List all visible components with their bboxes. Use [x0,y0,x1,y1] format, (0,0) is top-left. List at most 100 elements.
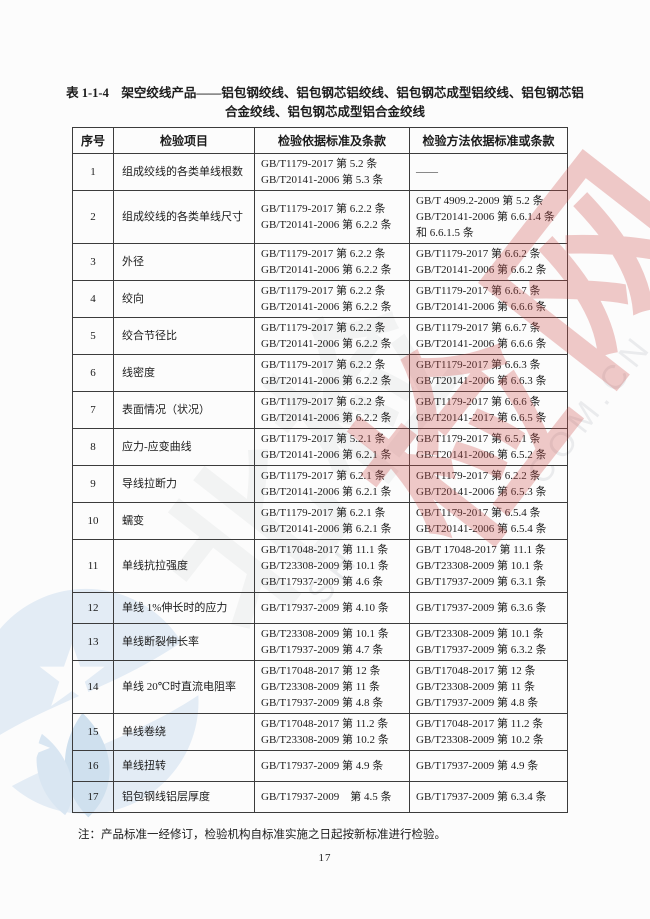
table-row: 10 蠕变 GB/T1179-2017 第 6.2.1 条 GB/T20141-200… [72,502,568,540]
cell-line: GB/T17048-2017 第 11.2 条 [416,718,544,730]
cell-serial-no: 17 [72,781,114,813]
cell-serial-no: 10 [72,502,114,540]
cell-line: 6 [90,367,96,379]
cell-serial-no: 15 [72,713,114,751]
cell-serial-no: 7 [72,391,114,429]
cell-line: GB/T1179-2017 第 6.2.1 条 [261,507,386,519]
cell-line: GB/T17937-2009 第 6.3.2 条 [416,644,547,656]
cell-basis-standard: GB/T1179-2017 第 6.2.1 条 GB/T20141-2006 第 … [254,502,410,540]
cell-line: 线密度 [122,367,155,379]
cell-line: GB/T20141-2006 第 6.5.2 条 [416,449,547,461]
table-row: 3 外径 GB/T1179-2017 第 6.2.2 条 GB/T20141-2006… [72,243,568,281]
cell-basis-standard: GB/T1179-2017 第 6.2.2 条 GB/T20141-2006 第 … [254,391,410,429]
cell-line: —— [416,166,438,178]
cell-line: 1 [90,166,96,178]
cell-inspection-item: 组成绞线的各类单线根数 [113,153,255,191]
cell-line: GB/T17937-2009 第 4.5 条 [261,791,392,803]
cell-inspection-item: 单线卷绕 [113,713,255,751]
table-row: 15 单线卷绕 GB/T17048-2017 第 11.2 条 GB/T23308-2… [72,713,568,751]
cell-line: GB/T20141-2006 第 6.6.3 条 [416,375,547,387]
cell-basis-standard: GB/T17048-2017 第 11.2 条 GB/T23308-2009 第 … [254,713,410,751]
cell-basis-standard: GB/T1179-2017 第 6.2.2 条 GB/T20141-2006 第 … [254,317,410,355]
cell-line: GB/T1179-2017 第 6.2.1 条 [261,470,386,482]
cell-inspection-item: 单线抗拉强度 [113,539,255,593]
cell-line: GB/T23308-2009 第 10.1 条 [261,560,389,572]
cell-line: 10 [87,515,99,527]
cell-serial-no: 3 [72,243,114,281]
cell-inspection-item: 绞向 [113,280,255,318]
cell-line: GB/T20141-2006 第 6.5.4 条 [416,523,547,535]
cell-line: GB/T17048-2017 第 11.1 条 [261,544,389,556]
cell-line: GB/T1179-2017 第 6.6.7 条 [416,285,541,297]
cell-method-standard: GB/T1179-2017 第 6.6.7 条 GB/T20141-2006 第 … [409,280,568,318]
cell-line: 14 [87,681,99,693]
cell-line: 15 [87,726,99,738]
cell-inspection-item: 绞合节径比 [113,317,255,355]
cell-inspection-item: 单线 1%伸长时的应力 [113,592,255,624]
cell-line: GB/T17937-2009 第 4.9 条 [261,760,384,772]
cell-method-standard: GB/T1179-2017 第 6.6.7 条 GB/T20141-2006 第 … [409,317,568,355]
cell-line: GB/T1179-2017 第 6.2.2 条 [261,203,386,215]
cell-line: GB/T17937-2009 第 6.3.6 条 [416,602,547,614]
cell-line: 单线断裂伸长率 [122,636,199,648]
cell-basis-standard: GB/T1179-2017 第 6.2.1 条 GB/T20141-2006 第 … [254,465,410,503]
cell-method-standard: GB/T 4909.2-2009 第 5.2 条 GB/T20141-2006 第… [409,190,568,244]
cell-basis-standard: GB/T23308-2009 第 10.1 条 GB/T17937-2009 第 … [254,623,410,661]
table-row: 5 绞合节径比 GB/T1179-2017 第 6.2.2 条 GB/T20141-2… [72,317,568,355]
cell-line: 铝包钢线铝层厚度 [122,791,210,803]
cell-basis-standard: GB/T17048-2017 第 12 条 GB/T23308-2009 第 11… [254,660,410,714]
cell-line: 17 [87,791,99,803]
cell-line: 组成绞线的各类单线根数 [122,166,243,178]
footnote: 注：产品标准一经修订，检验机构自标准实施之日起按新标准进行检验。 [78,829,446,841]
cell-line: GB/T1179-2017 第 5.2 条 [261,158,378,170]
cell-method-standard: GB/T1179-2017 第 6.6.3 条 GB/T20141-2006 第 … [409,354,568,392]
cell-line: GB/T1179-2017 第 6.6.7 条 [416,322,541,334]
col-header-basis-standard: 检验依据标准及条款 [254,127,410,154]
col-header-method-standard: 检验方法依据标准或条款 [409,127,568,154]
cell-inspection-item: 表面情况（状况） [113,391,255,429]
cell-line: 5 [90,330,96,342]
cell-line: GB/T1179-2017 第 5.2.1 条 [261,433,386,445]
table-row: 12 单线 1%伸长时的应力 GB/T17937-2009 第 4.10 条 GB/T… [72,592,568,624]
cell-line: 外径 [122,256,144,268]
cell-line: GB/T 4909.2-2009 第 5.2 条 [416,195,544,207]
cell-method-standard: GB/T17048-2017 第 11.2 条 GB/T23308-2009 第 … [409,713,568,751]
table-row: 13 单线断裂伸长率 GB/T23308-2009 第 10.1 条 GB/T1793… [72,623,568,661]
cell-line: 绞向 [122,293,144,305]
cell-line: 单线 1%伸长时的应力 [122,602,228,614]
cell-method-standard: GB/T 17048-2017 第 11.1 条 GB/T23308-2009 第… [409,539,568,593]
cell-line: GB/T20141-2006 第 6.6.6 条 [416,301,547,313]
cell-line: GB/T20141-2006 第 6.2.2 条 [261,338,392,350]
cell-line: GB/T20141-2017 第 6.6.5 条 [416,412,547,424]
cell-method-standard: —— [409,153,568,191]
table-row: 4 绞向 GB/T1179-2017 第 6.2.2 条 GB/T20141-2006… [72,280,568,318]
cell-line: GB/T1179-2017 第 6.2.2 条 [261,359,386,371]
cell-line: GB/T23308-2009 第 10.1 条 [416,560,544,572]
table-row: 8 应力-应变曲线 GB/T1179-2017 第 5.2.1 条 GB/T20141… [72,428,568,466]
cell-inspection-item: 单线扭转 [113,750,255,782]
cell-method-standard: GB/T17937-2009 第 6.3.6 条 [409,592,568,624]
cell-line: 和 6.6.1.5 条 [416,227,474,239]
cell-line: GB/T20141-2006 第 6.2.2 条 [261,264,392,276]
cell-method-standard: GB/T1179-2017 第 6.5.4 条 GB/T20141-2006 第 … [409,502,568,540]
cell-line: GB/T1179-2017 第 6.2.2 条 [261,396,386,408]
cell-line: 11 [87,560,99,572]
cell-line: 表面情况（状况） [122,404,210,416]
cell-method-standard: GB/T1179-2017 第 6.6.6 条 GB/T20141-2017 第 … [409,391,568,429]
table-row: 2 组成绞线的各类单线尺寸 GB/T1179-2017 第 6.2.2 条 GB/T2… [72,190,568,244]
cell-line: GB/T20141-2006 第 6.2.2 条 [261,412,392,424]
cell-inspection-item: 线密度 [113,354,255,392]
cell-basis-standard: GB/T1179-2017 第 5.2.1 条 GB/T20141-2006 第 … [254,428,410,466]
cell-basis-standard: GB/T1179-2017 第 6.2.2 条 GB/T20141-2006 第 … [254,354,410,392]
cell-method-standard: GB/T1179-2017 第 6.6.2 条 GB/T20141-2006 第 … [409,243,568,281]
cell-line: GB/T1179-2017 第 6.6.2 条 [416,248,541,260]
cell-line: GB/T17048-2017 第 12 条 [261,665,381,677]
col-header-serial-no: 序号 [72,127,114,154]
cell-inspection-item: 单线 20℃时直流电阻率 [113,660,255,714]
cell-inspection-item: 铝包钢线铝层厚度 [113,781,255,813]
cell-inspection-item: 应力-应变曲线 [113,428,255,466]
cell-line: GB/T1179-2017 第 6.5.4 条 [416,507,541,519]
cell-line: GB/T23308-2009 第 10.1 条 [416,628,544,640]
cell-basis-standard: GB/T1179-2017 第 6.2.2 条 GB/T20141-2006 第 … [254,280,410,318]
